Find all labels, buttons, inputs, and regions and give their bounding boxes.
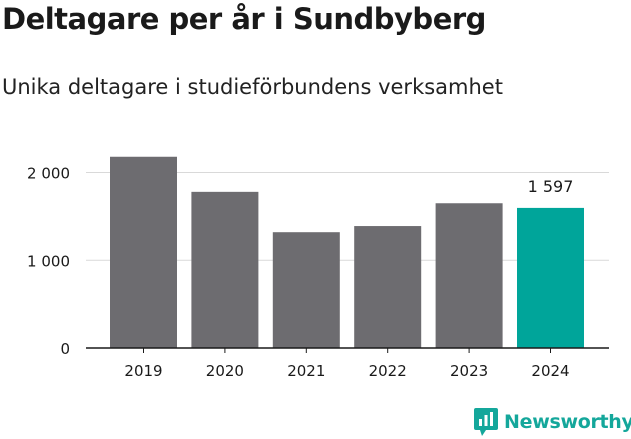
bar-chart: 0 1 000 2 000 2019 2020 2021 2022 2023 1 597 2024 bbox=[27, 156, 609, 380]
x-tick-label: 2020 bbox=[206, 362, 244, 380]
bar bbox=[110, 156, 177, 348]
x-tick-label: 2024 bbox=[531, 362, 569, 380]
bar bbox=[272, 232, 340, 348]
data-label: 1 597 bbox=[528, 177, 574, 196]
newsworthy-logo-icon bbox=[474, 408, 498, 436]
y-tick-label: 1 000 bbox=[27, 252, 70, 270]
x-tick-label: 2021 bbox=[287, 362, 325, 380]
page-title: Deltagare per år i Sundbyberg bbox=[2, 2, 486, 36]
x-tick-label: 2022 bbox=[369, 362, 407, 380]
bar bbox=[191, 191, 259, 348]
bar bbox=[517, 207, 584, 348]
bar bbox=[354, 226, 422, 348]
y-tick-label: 0 bbox=[60, 340, 70, 358]
newsworthy-brand: Newsworthy bbox=[474, 407, 631, 437]
brand-name: Newsworthy bbox=[504, 411, 631, 433]
bar bbox=[435, 203, 503, 348]
page-subtitle: Unika deltagare i studieförbundens verks… bbox=[2, 75, 503, 99]
y-tick-label: 2 000 bbox=[27, 165, 70, 183]
x-tick-label: 2023 bbox=[450, 362, 488, 380]
x-tick-label: 2019 bbox=[124, 362, 162, 380]
